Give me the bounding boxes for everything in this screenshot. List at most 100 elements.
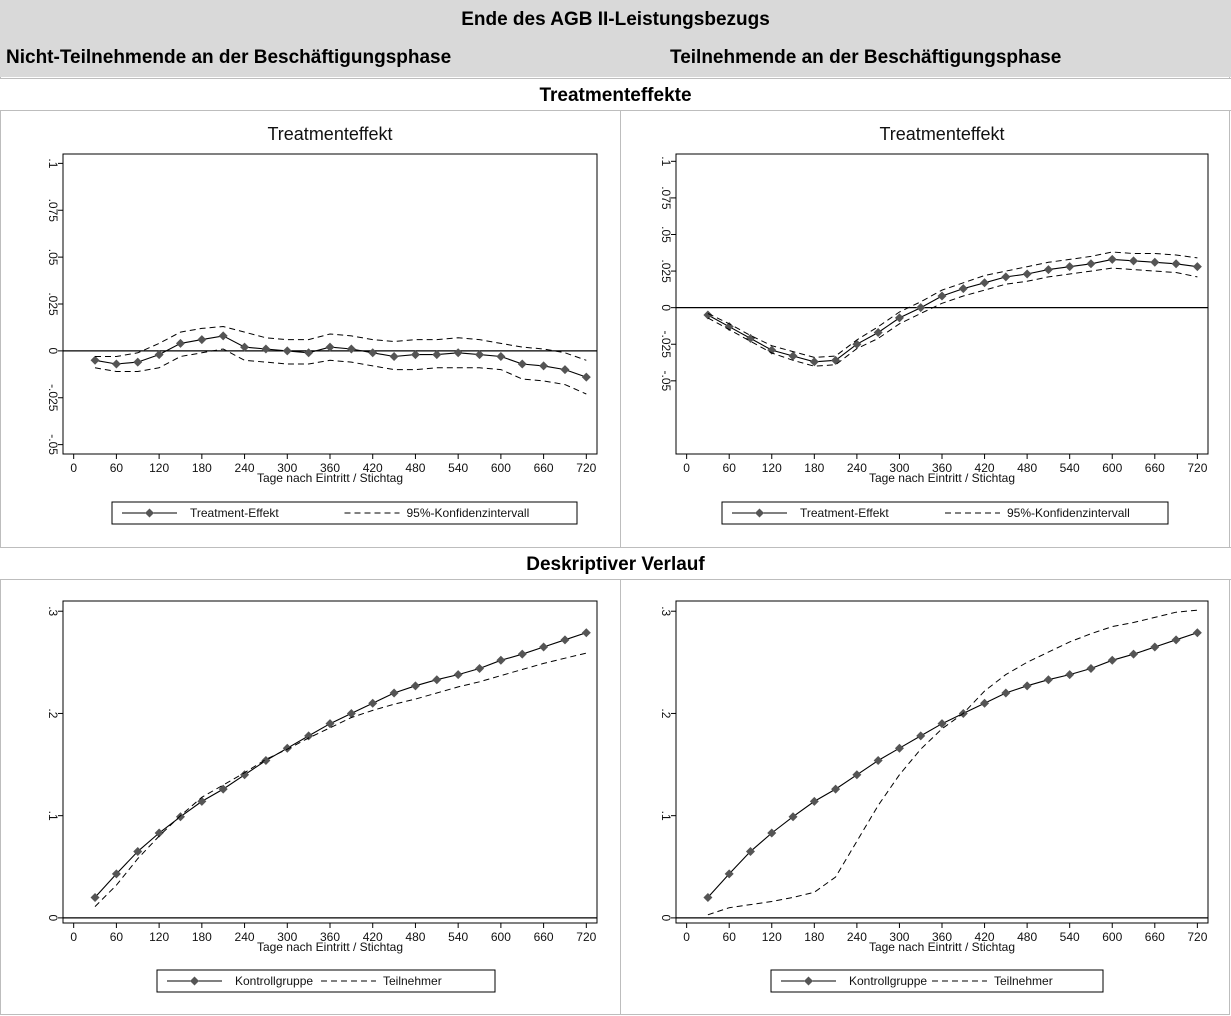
data-point [1107,254,1117,264]
x-tick-label: 420 [363,930,383,944]
legend: Kontrollgruppe Teilnehmer [770,969,1104,993]
data-point [1022,269,1032,279]
data-point [389,688,399,698]
legend-swatch-marker [804,976,813,986]
data-point [1192,262,1202,272]
data-point [197,796,207,806]
x-tick-label: 660 [534,930,554,944]
x-axis-label: Tage nach Eintritt / Stichtag [869,471,1015,485]
data-point [958,284,968,294]
x-tick-label: 480 [405,930,425,944]
y-tick-label: .1 [659,156,673,166]
series-line-teilnehmer [707,609,1198,916]
data-point [852,339,862,349]
series-line-teilnehmer [94,652,587,907]
data-point [916,731,926,741]
data-point [767,345,777,355]
data-point [1022,681,1032,691]
figure-title: Ende des AGB II-Leistungsbezugs [461,9,770,30]
x-tick-label: 240 [235,930,255,944]
data-point [894,743,904,753]
legend-label: Teilnehmer [994,974,1053,988]
data-point [916,303,926,313]
data-point [90,355,100,365]
x-tick-label: 300 [277,461,297,475]
data-point [496,352,506,361]
data-point [410,681,420,691]
data-point [1043,675,1053,685]
figure-header: Ende des AGB II-Leistungsbezugs [0,0,1231,39]
data-point [453,670,463,680]
x-tick-label: 540 [1060,461,1080,475]
data-point [304,348,314,358]
legend-swatch-marker [755,508,764,518]
data-point [1150,257,1160,267]
x-tick-label: 480 [405,461,425,475]
data-point [1129,649,1139,659]
data-point [980,278,990,288]
x-tick-label: 660 [534,461,554,475]
data-point [218,331,228,341]
x-tick-label: 600 [1102,461,1122,475]
data-point [432,675,442,685]
chart-treatment-left: Treatmenteffekt -.05 -.025 0 .025 .05 .075 .1 0 6… [46,124,598,525]
section-treatment: Treatmenteffekte [0,78,1231,111]
chart-descriptive-left: 0 .1 .2 .3 0 60 120 180 240 300 360 420 480 540 600 660… [46,600,598,993]
x-tick-label: 540 [448,930,468,944]
x-tick-label: 120 [762,930,782,944]
data-point [1107,655,1117,665]
chart-descriptive-right: 0 .1 .2 .3 0 60 120 180 240 300 360 420 480 540 600 660… [659,600,1209,993]
data-point [325,719,335,729]
y-tick-label: 0 [46,915,60,922]
x-tick-label: 720 [1187,930,1207,944]
data-point [1171,259,1181,269]
legend-label: Treatment-Effekt [190,506,279,520]
data-point [703,892,713,902]
plot-area [62,153,598,455]
data-point [368,348,378,358]
data-point [175,812,185,822]
section-treatment-title: Treatmenteffekte [539,85,692,106]
data-point [432,350,442,360]
x-tick-label: 540 [1060,930,1080,944]
legend-swatch-marker [145,508,154,518]
data-point [346,344,356,354]
data-point [1001,272,1011,282]
x-tick-label: 540 [448,461,468,475]
data-point [1043,265,1053,275]
x-tick-label: 240 [847,461,867,475]
data-point [980,698,990,708]
series-line-95-konfidenzintervall [707,251,1198,358]
data-point [475,350,485,360]
x-tick-label: 360 [320,930,340,944]
y-tick-label: -.05 [46,434,60,455]
data-point [304,731,314,741]
x-tick-label: 240 [847,930,867,944]
x-tick-label: 660 [1145,461,1165,475]
x-tick-label: 600 [491,461,511,475]
x-tick-label: 600 [1102,930,1122,944]
y-tick-label: .05 [659,226,673,243]
data-point [346,708,356,718]
x-tick-label: 0 [70,461,77,475]
plot-area [62,600,598,924]
y-tick-label: .025 [659,259,673,283]
series-line-kontrollgruppe [707,632,1198,898]
data-point [937,291,947,301]
data-point [111,869,121,879]
legend-label: Kontrollgruppe [849,974,927,988]
section-descriptive-title: Deskriptiver Verlauf [526,554,705,575]
data-point [453,348,463,358]
column-divider-bottom [620,580,621,1015]
data-point [831,784,841,794]
data-point [809,796,819,806]
data-point [581,628,591,638]
series-line-95-konfidenzintervall [95,325,587,361]
legend-label: Kontrollgruppe [235,974,313,988]
x-tick-label: 660 [1145,930,1165,944]
data-point [767,828,777,838]
right-column-title: Teilnehmende an der Beschäftigungsphase [670,47,1062,68]
y-tick-label: .3 [659,606,673,616]
data-point [368,698,378,708]
data-point [788,351,798,361]
